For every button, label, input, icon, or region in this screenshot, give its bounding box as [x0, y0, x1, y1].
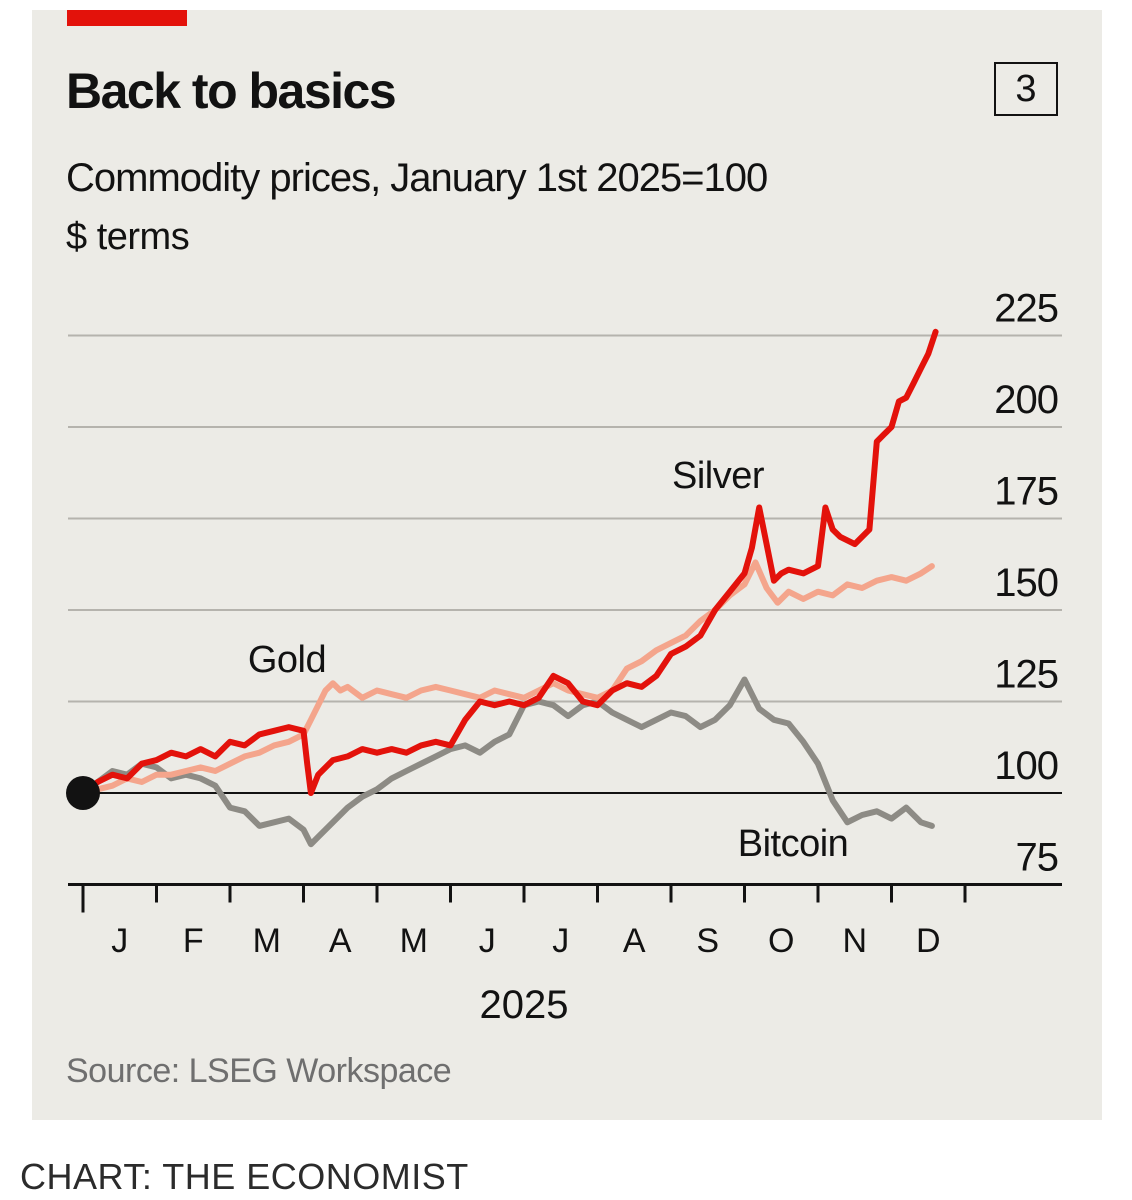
- x-month-label-5: M: [400, 922, 428, 960]
- series-line-gold: [80, 559, 935, 796]
- red-tag-bar: [67, 10, 187, 26]
- x-month-label-10: O: [768, 922, 794, 960]
- series-label-gold: Gold: [248, 639, 326, 681]
- chart-credit: CHART: THE ECONOMIST: [20, 1156, 469, 1197]
- x-month-label-7: J: [552, 922, 569, 960]
- x-month-label-4: A: [329, 922, 352, 960]
- chart-number-badge: 3: [994, 62, 1058, 116]
- series-label-bitcoin: Bitcoin: [738, 823, 849, 865]
- y-tick-label-175: 175: [994, 470, 1058, 514]
- x-month-label-12: D: [916, 922, 941, 960]
- series-label-silver: Silver: [672, 455, 765, 497]
- y-tick-label-200: 200: [994, 378, 1058, 422]
- chart-subtitle: Commodity prices, January 1st 2025=100: [66, 156, 768, 200]
- x-month-label-8: A: [623, 922, 646, 960]
- y-tick-label-150: 150: [994, 561, 1058, 605]
- start-marker: [66, 776, 100, 810]
- y-tick-label-100: 100: [994, 744, 1058, 788]
- chart-title: Back to basics: [66, 63, 397, 119]
- x-month-label-2: F: [183, 922, 204, 960]
- chart-units: $ terms: [66, 216, 190, 258]
- x-month-label-9: S: [696, 922, 719, 960]
- source-note: Source: LSEG Workspace: [66, 1052, 452, 1090]
- y-tick-label-75: 75: [1016, 836, 1059, 880]
- y-tick-label-125: 125: [994, 653, 1058, 697]
- series-line-silver: [80, 328, 939, 796]
- series-line-bitcoin: [80, 676, 935, 848]
- x-month-label-1: J: [111, 922, 128, 960]
- y-tick-label-225: 225: [994, 287, 1058, 331]
- x-year-label: 2025: [480, 983, 569, 1027]
- x-month-label-3: M: [253, 922, 281, 960]
- x-month-label-6: J: [479, 922, 496, 960]
- x-month-label-11: N: [842, 922, 867, 960]
- chart-panel: [32, 10, 1102, 1120]
